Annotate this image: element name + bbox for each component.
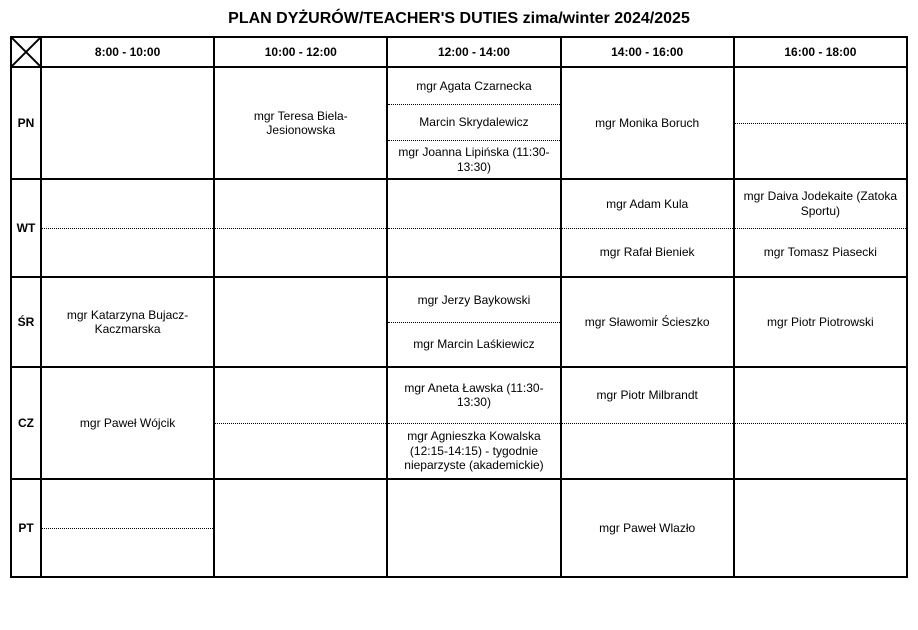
cell: mgr Monika Boruch <box>561 67 734 179</box>
entry: mgr Joanna Lipińska (11:30-13:30) <box>388 140 559 178</box>
cell <box>214 277 387 367</box>
entry: mgr Sławomir Ścieszko <box>562 278 733 366</box>
entry <box>42 180 213 228</box>
entry: mgr Agnieszka Kowalska (12:15-14:15) - t… <box>388 423 559 479</box>
entry: Marcin Skrydalewicz <box>388 104 559 141</box>
cell <box>214 179 387 277</box>
entry: mgr Adam Kula <box>562 180 733 228</box>
cell: mgr Paweł Wlazło <box>561 479 734 577</box>
time-header: 14:00 - 16:00 <box>561 37 734 67</box>
entry: mgr Piotr Piotrowski <box>735 278 906 366</box>
cell <box>734 479 907 577</box>
entry <box>215 423 386 479</box>
time-header: 12:00 - 14:00 <box>387 37 560 67</box>
cell <box>41 479 214 577</box>
entry <box>562 423 733 479</box>
entry <box>388 480 559 576</box>
entry <box>735 123 906 179</box>
day-label: PT <box>11 479 41 577</box>
cell: mgr Paweł Wójcik <box>41 367 214 479</box>
entry: mgr Teresa Biela-Jesionowska <box>215 68 386 178</box>
entry: mgr Aneta Ławska (11:30-13:30) <box>388 368 559 423</box>
entry: mgr Piotr Milbrandt <box>562 368 733 423</box>
entry <box>215 180 386 228</box>
entry: mgr Daiva Jodekaite (Zatoka Sportu) <box>735 180 906 228</box>
corner-cell <box>11 37 41 67</box>
entry <box>735 423 906 479</box>
entry: mgr Jerzy Baykowski <box>388 278 559 322</box>
cell: mgr Piotr Milbrandt <box>561 367 734 479</box>
time-header: 16:00 - 18:00 <box>734 37 907 67</box>
cell: mgr Katarzyna Bujacz-Kaczmarska <box>41 277 214 367</box>
cell: mgr Adam Kula mgr Rafał Bieniek <box>561 179 734 277</box>
table-row: PT mgr Paweł Wlazło <box>11 479 907 577</box>
table-row: WT mgr Adam Kula mgr Rafał Bieniek mgr D… <box>11 179 907 277</box>
entry <box>388 180 559 228</box>
cell: mgr Sławomir Ścieszko <box>561 277 734 367</box>
entry <box>42 528 213 577</box>
entry <box>215 228 386 277</box>
cell <box>734 67 907 179</box>
day-label: WT <box>11 179 41 277</box>
day-label: CZ <box>11 367 41 479</box>
day-label: ŚR <box>11 277 41 367</box>
entry: mgr Tomasz Piasecki <box>735 228 906 277</box>
duties-table: 8:00 - 10:00 10:00 - 12:00 12:00 - 14:00… <box>10 36 908 578</box>
entry <box>215 480 386 576</box>
table-row: ŚR mgr Katarzyna Bujacz-Kaczmarska mgr J… <box>11 277 907 367</box>
time-header: 8:00 - 10:00 <box>41 37 214 67</box>
cell: mgr Aneta Ławska (11:30-13:30) mgr Agnie… <box>387 367 560 479</box>
entry <box>215 278 386 366</box>
entry: mgr Rafał Bieniek <box>562 228 733 277</box>
entry <box>735 480 906 576</box>
cell: mgr Teresa Biela-Jesionowska <box>214 67 387 179</box>
cell <box>214 479 387 577</box>
header-row: 8:00 - 10:00 10:00 - 12:00 12:00 - 14:00… <box>11 37 907 67</box>
cell: mgr Daiva Jodekaite (Zatoka Sportu) mgr … <box>734 179 907 277</box>
time-header: 10:00 - 12:00 <box>214 37 387 67</box>
day-label: PN <box>11 67 41 179</box>
cell <box>387 179 560 277</box>
page-title: PLAN DYŻURÓW/TEACHER'S DUTIES zima/winte… <box>10 10 908 28</box>
entry <box>42 480 213 528</box>
table-row: PN mgr Teresa Biela-Jesionowska mgr Agat… <box>11 67 907 179</box>
entry <box>388 228 559 277</box>
cell <box>214 367 387 479</box>
entry: mgr Agata Czarnecka <box>388 68 559 104</box>
cell <box>41 179 214 277</box>
cell <box>387 479 560 577</box>
cell: mgr Agata Czarnecka Marcin Skrydalewicz … <box>387 67 560 179</box>
entry: mgr Marcin Laśkiewicz <box>388 322 559 367</box>
entry: mgr Katarzyna Bujacz-Kaczmarska <box>42 278 213 366</box>
entry <box>215 368 386 423</box>
entry: mgr Paweł Wójcik <box>42 368 213 478</box>
entry <box>42 68 213 178</box>
entry <box>735 68 906 123</box>
cell: mgr Piotr Piotrowski <box>734 277 907 367</box>
entry <box>735 368 906 423</box>
entry <box>42 228 213 277</box>
entry: mgr Paweł Wlazło <box>562 480 733 576</box>
table-row: CZ mgr Paweł Wójcik mgr Aneta Ławska (11… <box>11 367 907 479</box>
cell <box>734 367 907 479</box>
entry: mgr Monika Boruch <box>562 68 733 178</box>
cell <box>41 67 214 179</box>
cell: mgr Jerzy Baykowski mgr Marcin Laśkiewic… <box>387 277 560 367</box>
